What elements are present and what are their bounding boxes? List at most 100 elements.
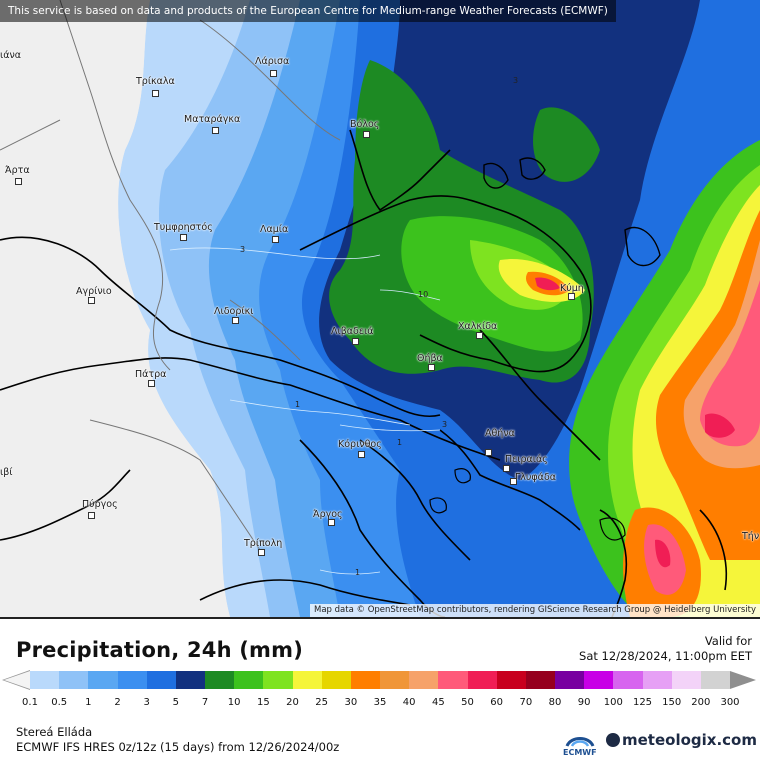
- legend-ticks: 0.1 0.5 1 2 3 5 7 10 15 20 25 30 35 40 45 50 60 70 80 90 100…: [22, 697, 740, 711]
- legend-tick-label: 40: [402, 697, 416, 708]
- city-label: ιάνα: [0, 50, 22, 61]
- contour-label: 1: [355, 568, 361, 577]
- legend-tick-label: 20: [286, 697, 299, 708]
- legend-color-cell: [292, 671, 322, 689]
- city-marker: [510, 478, 517, 485]
- city-label: Τρίκαλα: [136, 76, 175, 87]
- legend-color-cell: [438, 671, 468, 689]
- city-marker: [503, 465, 510, 472]
- meteologix-brand[interactable]: meteologix.com: [606, 731, 757, 749]
- legend-arrow-right: [730, 671, 756, 689]
- city-label: Ματαράγκα: [184, 114, 241, 125]
- city-label: Πύργος: [82, 499, 118, 510]
- legend-color-cell: [234, 671, 264, 689]
- legend-tick-label: 60: [490, 697, 504, 708]
- legend-tick-label: 45: [431, 697, 445, 708]
- legend-title: Precipitation, 24h (mm): [16, 638, 304, 662]
- legend-color-cell: [350, 671, 381, 689]
- legend-color-cell: [642, 671, 672, 689]
- city-marker: [152, 90, 159, 97]
- city-label: Αγρίνιο: [76, 286, 112, 297]
- city-label: Λιδορίκι: [214, 306, 254, 317]
- legend-tick-label: 80: [548, 697, 562, 708]
- meteologix-logo-icon: [606, 733, 620, 747]
- legend-tick-label: 50: [461, 697, 474, 708]
- legend-tick-label: 30: [344, 697, 358, 708]
- legend-color-cell: [671, 671, 701, 689]
- divider: [0, 617, 760, 619]
- city-label: Άργος: [313, 509, 343, 520]
- map-attribution[interactable]: Map data © OpenStreetMap contributors, r…: [310, 604, 760, 617]
- legend-color-cell: [175, 671, 206, 689]
- city-marker: [270, 70, 277, 77]
- legend-colorbar: [30, 671, 731, 689]
- city-marker: [15, 178, 22, 185]
- precipitation-map[interactable]: This service is based on data and produc…: [0, 0, 760, 617]
- region-name: Stereá Elláda: [16, 725, 93, 739]
- city-label: Λιβαδειά: [331, 326, 374, 337]
- city-label: Τυμφρηστός: [154, 222, 213, 233]
- valid-label: Valid for: [704, 634, 752, 648]
- legend-color-cell: [88, 671, 118, 689]
- city-marker: [568, 293, 575, 300]
- city-marker: [358, 451, 365, 458]
- city-label: Αθήνα: [485, 428, 515, 439]
- city-label: Γλυφάδα: [515, 472, 557, 483]
- city-marker: [352, 338, 359, 345]
- legend-arrow-left: [4, 671, 30, 689]
- contour-label: 10: [418, 290, 429, 299]
- ecmwf-notice: This service is based on data and produc…: [0, 0, 616, 22]
- city-label: Χαλκίδα: [458, 321, 498, 332]
- legend-tick-label: 200: [691, 697, 711, 708]
- city-marker: [212, 127, 219, 134]
- city-label: Πειραιάς: [505, 454, 548, 465]
- legend-color-cell: [30, 671, 60, 689]
- legend-color-cell: [496, 671, 526, 689]
- legend-tick-label: 0.1: [22, 697, 38, 708]
- city-marker: [88, 297, 95, 304]
- valid-time: Sat 12/28/2024, 11:00pm EET: [579, 649, 752, 663]
- city-label: Λάρισα: [255, 56, 290, 67]
- city-label: Τήν: [742, 531, 760, 542]
- precipitation-field: [0, 0, 760, 617]
- legend-tick-label: 5: [172, 697, 180, 708]
- legend-tick-label: 35: [373, 697, 387, 708]
- city-label: ιβί: [0, 467, 13, 478]
- contour-label: 1: [295, 400, 301, 409]
- legend-tick-label: 10: [227, 697, 241, 708]
- legend-color-cell: [59, 671, 89, 689]
- city-label: Άρτα: [5, 165, 30, 176]
- contour-label: 1: [397, 438, 403, 447]
- legend-tick-label: 3: [143, 697, 150, 708]
- city-label: Πάτρα: [135, 369, 167, 380]
- legend-color-cell: [700, 671, 731, 689]
- legend-tick-label: 2: [114, 697, 121, 708]
- city-marker: [88, 512, 95, 519]
- meteologix-brand-text: meteologix.com: [622, 731, 757, 749]
- legend-tick-label: 7: [201, 697, 209, 708]
- model-info: ECMWF IFS HRES 0z/12z (15 days) from 12/…: [16, 740, 340, 754]
- legend-tick-label: 15: [256, 697, 270, 708]
- city-marker: [232, 317, 239, 324]
- legend-color-cell: [263, 671, 293, 689]
- city-marker: [363, 131, 370, 138]
- city-label: Κόρινθος: [338, 439, 382, 450]
- legend-tick-label: 70: [519, 697, 533, 708]
- city-marker: [428, 364, 435, 371]
- city-marker: [328, 519, 335, 526]
- city-marker: [258, 549, 265, 556]
- contour-label: 3: [442, 420, 448, 429]
- legend-color-cell: [613, 671, 643, 689]
- legend-color-cell: [584, 671, 614, 689]
- legend-color-cell: [321, 671, 351, 689]
- legend-tick-label: 150: [662, 697, 682, 708]
- city-marker: [272, 236, 279, 243]
- legend-color-cell: [146, 671, 176, 689]
- legend-tick-label: 300: [720, 697, 740, 708]
- legend-tick-label: 1: [85, 697, 92, 708]
- legend-tick-label: 90: [577, 697, 591, 708]
- city-marker: [476, 332, 483, 339]
- city-label: Θήβα: [417, 353, 443, 364]
- legend-tick-label: 25: [315, 697, 329, 708]
- city-marker: [148, 380, 155, 387]
